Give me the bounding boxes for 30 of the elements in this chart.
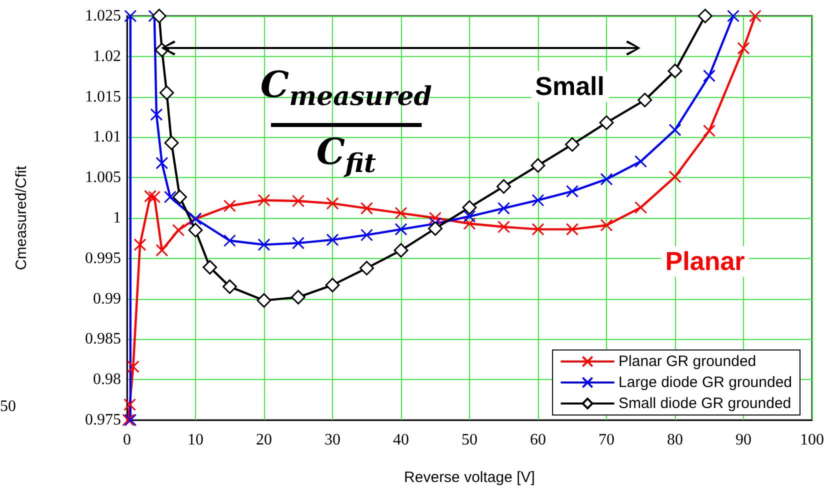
x-tick-label: 60 [530, 432, 546, 448]
annotation: Small [531, 70, 609, 102]
legend-label: Planar GR grounded [618, 353, 756, 370]
legend-label: Small diode GR grounded [618, 395, 792, 412]
x-tick-label: 50 [462, 432, 478, 448]
x-tick-label: 80 [667, 432, 683, 448]
y-tick-label: 1.01 [93, 128, 121, 146]
x-tick-label: 70 [598, 432, 614, 448]
y-tick-label: 1.025 [85, 8, 121, 24]
x-tick-label: 30 [324, 432, 340, 448]
text: 50 [0, 398, 16, 416]
x-tick-label: 10 [188, 432, 204, 448]
x-tick-label: 40 [393, 432, 409, 448]
y-tick-label: 1 [113, 210, 121, 226]
x-tick-label: 100 [800, 432, 824, 448]
y-tick-label: 0.98 [93, 371, 121, 388]
y-tick-label: 0.995 [85, 250, 121, 267]
x-tick-label: 0 [123, 432, 131, 448]
x-axis-title: Reverse voltage [V] [404, 469, 535, 486]
x-tick-label: 20 [256, 432, 272, 448]
y-tick-label: 0.975 [85, 412, 121, 428]
y-tick-label: 1.015 [85, 88, 121, 106]
y-tick-label: 0.985 [85, 330, 121, 348]
y-tick-label: 1.02 [93, 48, 121, 65]
y-axis-title: Cmeasured/Cfit [13, 165, 30, 270]
y-tick-label: 0.99 [93, 290, 121, 308]
y-tick-label: 1.005 [85, 169, 121, 186]
x-tick-label: 90 [736, 432, 752, 448]
annotation: Planar [661, 246, 749, 278]
legend-label: Large diode GR grounded [618, 374, 792, 391]
